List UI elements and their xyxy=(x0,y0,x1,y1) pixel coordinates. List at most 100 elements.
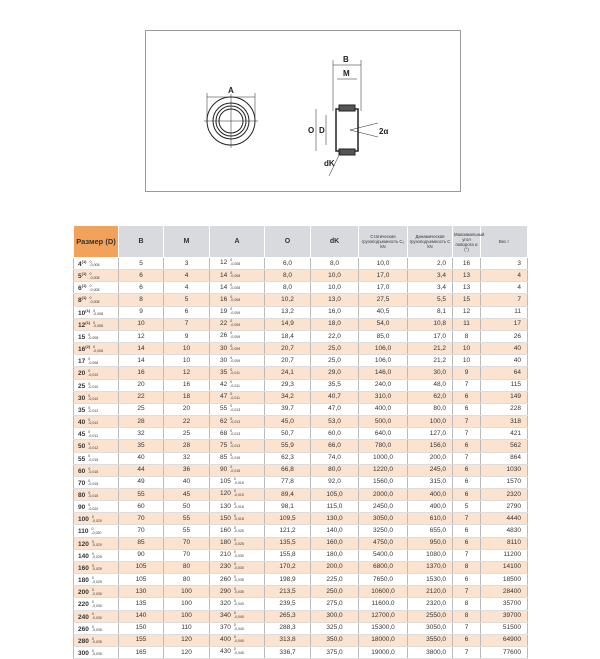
tolerance: 0 -0,015 xyxy=(88,478,99,487)
cell-m: 18 xyxy=(163,391,210,404)
tolerance: 0 -0,008 xyxy=(88,332,99,341)
cell-m: 45 xyxy=(163,488,210,502)
cell-dynamic-load: 10,8 xyxy=(407,318,453,331)
table-row: 90 0 -0,020 60 50 130 0 -0,018 98,1 115,0 2450,0 49… xyxy=(73,500,528,514)
bearing-size-table: Размер (D) B M A O dK Статическая грузоп… xyxy=(73,225,528,659)
cell-b: 165 xyxy=(118,646,164,659)
cell-size: 280 0 -0,035 xyxy=(73,634,119,648)
cell-o: 6,0 xyxy=(264,257,311,271)
cell-o: 50,7 xyxy=(264,427,311,441)
tolerance: 0 -0,015 xyxy=(88,490,99,499)
tolerance: 0 -0,012 xyxy=(88,442,99,450)
cell-b: 22 xyxy=(118,391,164,404)
header-a: A xyxy=(209,225,265,258)
table-row: 200 0 -0,030 130 100 290 0 -0,035 213,5 250,0 1060… xyxy=(73,585,528,599)
tolerance: 0 -0,008 xyxy=(93,308,104,317)
cell-size: 5(1) 0 -0,008 xyxy=(73,269,119,283)
cell-a: 130 0 -0,018 xyxy=(209,500,265,514)
cell-size: 60 0 -0,015 xyxy=(73,464,119,477)
tolerance: 0 -0,011 xyxy=(230,380,240,388)
cell-size: 55 0 -0,015 xyxy=(73,452,119,465)
tolerance: 0 -0,015 xyxy=(230,452,241,461)
cell-dk: 16,0 xyxy=(310,306,359,319)
cell-o: 213,5 xyxy=(264,585,311,599)
cell-dk: 18,0 xyxy=(310,318,359,331)
cell-m: 80 xyxy=(163,573,210,587)
cell-a: 42 0 -0,011 xyxy=(209,379,265,392)
cell-max-angle: 7 xyxy=(452,415,481,429)
cell-dynamic-load: 3550,0 xyxy=(407,634,453,648)
table-row: 100 0 -0,020 70 55 150 0 -0,018 109,5 130,0 3050,0… xyxy=(73,512,528,526)
label-d: D xyxy=(319,126,325,135)
table-row: 17 0 -0,008 14 10 30 0 -0,009 20,7 25,0 106,0 21,2 1… xyxy=(73,354,528,368)
table-row: 4(1) 0 -0,008 5 3 12 0 -0,008 6,0 8,0 10,0 2,0 16 3 xyxy=(73,257,528,271)
cell-dk: 40,7 xyxy=(310,391,359,404)
cell-size: 120 0 -0,020 xyxy=(73,537,119,550)
tolerance: 0 -0,020 xyxy=(88,503,99,511)
cell-b: 35 xyxy=(118,439,164,453)
cell-b: 155 xyxy=(118,634,164,648)
cell-max-angle: 7 xyxy=(452,622,481,635)
cell-static-load: 310,0 xyxy=(358,391,408,404)
cell-size: 80 0 -0,015 xyxy=(73,488,119,502)
cell-weight: 115 xyxy=(480,379,528,392)
cell-static-load: 40,5 xyxy=(358,306,408,319)
cell-static-load: 4750,0 xyxy=(358,537,408,550)
tolerance: 0 -0,010 xyxy=(88,381,99,389)
cell-dynamic-load: 1370,0 xyxy=(407,561,453,575)
tolerance: 0 -0,035 xyxy=(233,574,244,583)
cell-max-angle: 6 xyxy=(452,464,481,477)
cell-max-angle: 6 xyxy=(452,488,481,502)
cell-static-load: 1560,0 xyxy=(358,476,408,489)
cell-static-load: 54,0 xyxy=(358,318,408,331)
tolerance: 0 -0,015 xyxy=(233,489,244,497)
cell-dk: 140,0 xyxy=(310,524,359,538)
cell-static-load: 17,0 xyxy=(358,269,408,283)
header-weight: Вес г xyxy=(480,225,528,258)
cell-dynamic-load: 2550,0 xyxy=(407,610,453,623)
tolerance: 0 -0,013 xyxy=(230,440,241,449)
tolerance: 0 -0,010 xyxy=(88,369,99,377)
label-dk: dK xyxy=(324,159,335,168)
cell-size: 200 0 -0,030 xyxy=(73,585,119,599)
cell-m: 6 xyxy=(163,306,210,319)
cell-dk: 375,0 xyxy=(310,646,359,659)
cell-static-load: 7650,0 xyxy=(358,573,408,587)
cell-dynamic-load: 2120,0 xyxy=(407,585,453,599)
cell-max-angle: 15 xyxy=(452,293,481,307)
cell-dk: 115,0 xyxy=(310,500,359,514)
tolerance: 0 -0,015 xyxy=(233,477,244,485)
cell-size: 140 0 -0,025 xyxy=(73,549,119,562)
cell-a: 180 0 -0,025 xyxy=(209,537,265,550)
cell-o: 29,3 xyxy=(264,379,311,392)
cell-max-angle: 7 xyxy=(452,512,481,526)
cell-weight: 51500 xyxy=(480,622,528,635)
cell-a: 68 0 -0,013 xyxy=(209,427,265,441)
cell-a: 210 0 -0,030 xyxy=(209,549,265,562)
cell-o: 288,3 xyxy=(264,622,311,635)
cell-max-angle: 7 xyxy=(452,646,481,659)
table-row: 30 0 -0,010 22 18 47 0 -0,011 34,2 40,7 310,0 62,0 6… xyxy=(73,391,528,404)
table-row: 140 0 -0,025 90 70 210 0 -0,030 155,8 180,0 5400,0… xyxy=(73,549,528,562)
cell-m: 32 xyxy=(163,452,210,465)
tolerance: 0 -0,045 xyxy=(233,647,244,655)
cell-weight: 11200 xyxy=(480,549,528,562)
table-row: 110 0 -0,020 70 55 160 0 -0,025 121,2 140,0 3250,0… xyxy=(73,524,528,538)
cell-m: 7 xyxy=(163,318,210,331)
cell-o: 45,0 xyxy=(264,415,311,429)
cell-weight: 2790 xyxy=(480,500,528,514)
cell-max-angle: 8 xyxy=(452,330,481,344)
cell-max-angle: 6 xyxy=(452,537,481,550)
cell-dynamic-load: 655,0 xyxy=(407,524,453,538)
cell-size: 6(1) 0 -0,008 xyxy=(73,281,119,295)
header-dynamic-load: Динамическая грузоподъемность C kN xyxy=(407,225,453,258)
cell-b: 14 xyxy=(118,342,164,356)
cell-size: 8(1) 0 -0,008 xyxy=(73,293,119,307)
cell-o: 14,9 xyxy=(264,318,311,331)
tolerance: 0 -0,011 xyxy=(230,367,240,376)
tolerance: 0 -0,030 xyxy=(91,588,102,596)
cell-static-load: 17,0 xyxy=(358,281,408,295)
cell-dynamic-load: 490,0 xyxy=(407,500,453,514)
cell-m: 110 xyxy=(163,622,210,635)
cell-m: 55 xyxy=(163,524,210,538)
